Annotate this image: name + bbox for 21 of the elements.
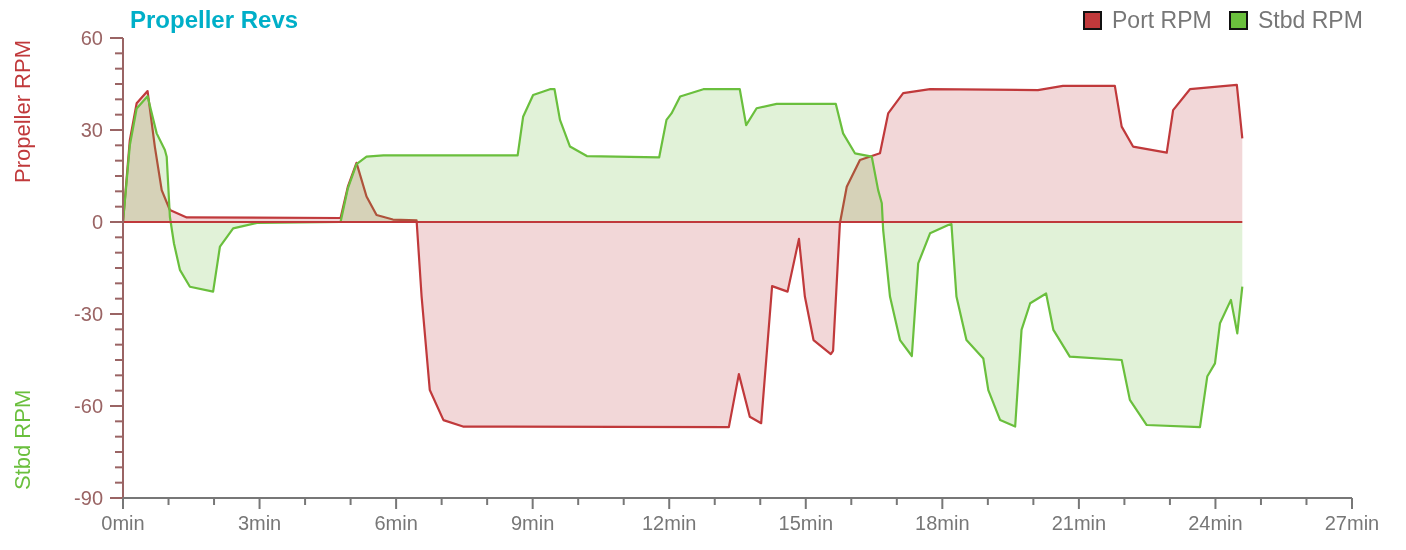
- y-axis-title: Propeller RPM: [10, 40, 35, 184]
- x-tick-label: 3min: [237, 512, 282, 534]
- x-tick-label: 12min: [641, 512, 697, 534]
- x-tick-label: 18min: [915, 512, 970, 534]
- x-tick-label: 9min: [510, 512, 555, 534]
- y-tick-label: -30: [74, 303, 103, 325]
- x-tick-label: 6min: [374, 512, 418, 534]
- x-tick-label: 27min: [1324, 512, 1380, 534]
- y-tick-label: 60: [80, 27, 103, 49]
- chart-title: Propeller Revs: [130, 6, 299, 33]
- legend-label: Port RPM: [1112, 7, 1212, 34]
- x-tick-label: 0min: [101, 512, 145, 534]
- legend-label: Stbd RPM: [1258, 7, 1363, 34]
- text: Stbd RPM: [10, 389, 35, 490]
- y-tick-label: -60: [74, 395, 103, 417]
- x-tick-label: 21min: [1051, 512, 1107, 534]
- x-tick-label: 15min: [778, 512, 834, 534]
- y-tick-label: 0: [91, 211, 103, 233]
- y-tick-label: 30: [80, 119, 103, 141]
- y-tick-label: -90: [74, 487, 103, 509]
- x-tick-label: 24min: [1188, 512, 1243, 534]
